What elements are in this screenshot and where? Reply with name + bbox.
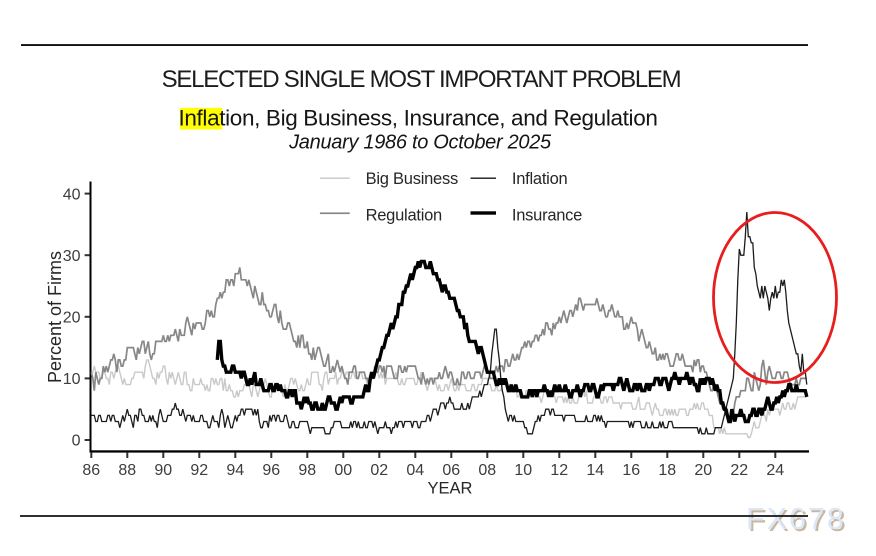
svg-text:Inflation, Big Business, Insur: Inflation, Big Business, Insurance, and … xyxy=(178,105,657,130)
svg-text:98: 98 xyxy=(298,462,316,479)
svg-text:Inflation: Inflation xyxy=(512,170,568,188)
svg-text:30: 30 xyxy=(63,248,81,265)
svg-text:14: 14 xyxy=(586,462,604,479)
svg-text:12: 12 xyxy=(550,462,568,479)
svg-text:YEAR: YEAR xyxy=(428,480,473,498)
svg-text:20: 20 xyxy=(694,462,712,479)
svg-text:January 1986 to October 2025: January 1986 to October 2025 xyxy=(288,132,552,154)
svg-text:86: 86 xyxy=(82,462,100,479)
svg-text:16: 16 xyxy=(622,462,640,479)
svg-text:FX678: FX678 xyxy=(746,502,846,536)
svg-text:20: 20 xyxy=(63,310,81,327)
svg-text:02: 02 xyxy=(370,462,388,479)
svg-text:92: 92 xyxy=(190,462,208,479)
svg-text:Percent of Firms: Percent of Firms xyxy=(45,251,65,383)
svg-text:FX678: FX678 xyxy=(748,504,848,538)
svg-text:Regulation: Regulation xyxy=(366,207,442,225)
svg-text:04: 04 xyxy=(406,462,424,479)
svg-text:94: 94 xyxy=(226,462,244,479)
svg-text:0: 0 xyxy=(72,433,81,450)
svg-text:22: 22 xyxy=(730,462,748,479)
svg-text:Big Business: Big Business xyxy=(366,170,458,188)
svg-text:10: 10 xyxy=(63,371,81,388)
svg-text:06: 06 xyxy=(442,462,460,479)
svg-text:90: 90 xyxy=(154,462,172,479)
svg-text:08: 08 xyxy=(478,462,496,479)
svg-text:18: 18 xyxy=(658,462,676,479)
svg-text:Insurance: Insurance xyxy=(512,207,582,225)
svg-text:88: 88 xyxy=(118,462,136,479)
svg-text:96: 96 xyxy=(262,462,280,479)
svg-text:SELECTED SINGLE MOST IMPORTANT: SELECTED SINGLE MOST IMPORTANT PROBLEM xyxy=(162,66,681,93)
svg-text:10: 10 xyxy=(514,462,532,479)
svg-text:00: 00 xyxy=(334,462,352,479)
svg-text:24: 24 xyxy=(766,462,784,479)
svg-text:40: 40 xyxy=(63,186,81,203)
